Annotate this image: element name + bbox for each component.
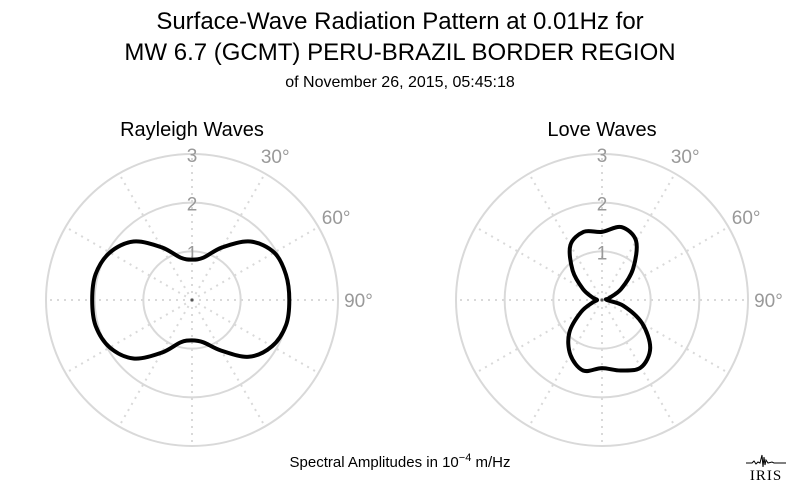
grid-spoke bbox=[528, 299, 603, 427]
angle-tick-label: 30° bbox=[671, 147, 700, 168]
grid-spoke bbox=[65, 299, 193, 374]
angle-tick-label: 90° bbox=[754, 291, 783, 312]
angle-tick-label: 60° bbox=[322, 208, 351, 229]
grid-spoke bbox=[191, 226, 319, 301]
grid-spoke bbox=[601, 299, 729, 374]
grid-circle bbox=[45, 153, 339, 447]
footer-exponent: −4 bbox=[458, 452, 472, 464]
grid-spoke bbox=[191, 299, 266, 427]
angle-tick-label: 30° bbox=[261, 147, 290, 168]
iris-logo-text: IRIS bbox=[749, 468, 783, 484]
radius-tick-label: 3 bbox=[187, 146, 198, 167]
grid-spoke bbox=[118, 173, 193, 301]
chart-title-line-1: Surface-Wave Radiation Pattern at 0.01Hz… bbox=[156, 8, 644, 35]
angle-tick-label: 60° bbox=[732, 208, 761, 229]
footer-prefix: Spectral Amplitudes in 10 bbox=[289, 454, 459, 471]
iris-logo: IRIS bbox=[744, 451, 788, 485]
grid-spoke bbox=[528, 173, 603, 301]
grid-spoke bbox=[191, 173, 266, 301]
angle-tick-label: 90° bbox=[344, 291, 373, 312]
footer-suffix: m/Hz bbox=[471, 454, 511, 471]
radius-tick-label: 1 bbox=[597, 243, 608, 264]
seismogram-icon bbox=[746, 454, 786, 468]
radius-tick-label: 1 bbox=[187, 243, 198, 264]
grid-circle bbox=[503, 201, 701, 399]
center-point bbox=[600, 298, 604, 302]
radius-tick-label: 2 bbox=[597, 195, 608, 216]
grid-circle bbox=[142, 250, 242, 350]
grid-spoke bbox=[191, 299, 319, 374]
radiation-pattern-curve bbox=[566, 224, 653, 374]
radius-tick-label: 3 bbox=[597, 146, 608, 167]
chart-title-line-2: MW 6.7 (GCMT) PERU-BRAZIL BORDER REGION bbox=[124, 39, 676, 66]
chart-subtitle: of November 26, 2015, 05:45:18 bbox=[285, 74, 515, 91]
grid-spoke bbox=[65, 226, 193, 301]
grid-spoke bbox=[118, 299, 193, 427]
amplitude-units-footer: Spectral Amplitudes in 10−4 m/Hz bbox=[0, 452, 800, 471]
grid-circle bbox=[455, 153, 749, 447]
radiation-pattern-curve bbox=[90, 239, 292, 361]
grid-circle bbox=[552, 250, 652, 350]
radius-tick-label: 2 bbox=[187, 195, 198, 216]
rayleigh-panel-title: Rayleigh Waves bbox=[120, 119, 264, 141]
center-point bbox=[190, 298, 194, 302]
grid-spoke bbox=[601, 173, 676, 301]
love-panel-title: Love Waves bbox=[547, 119, 657, 141]
